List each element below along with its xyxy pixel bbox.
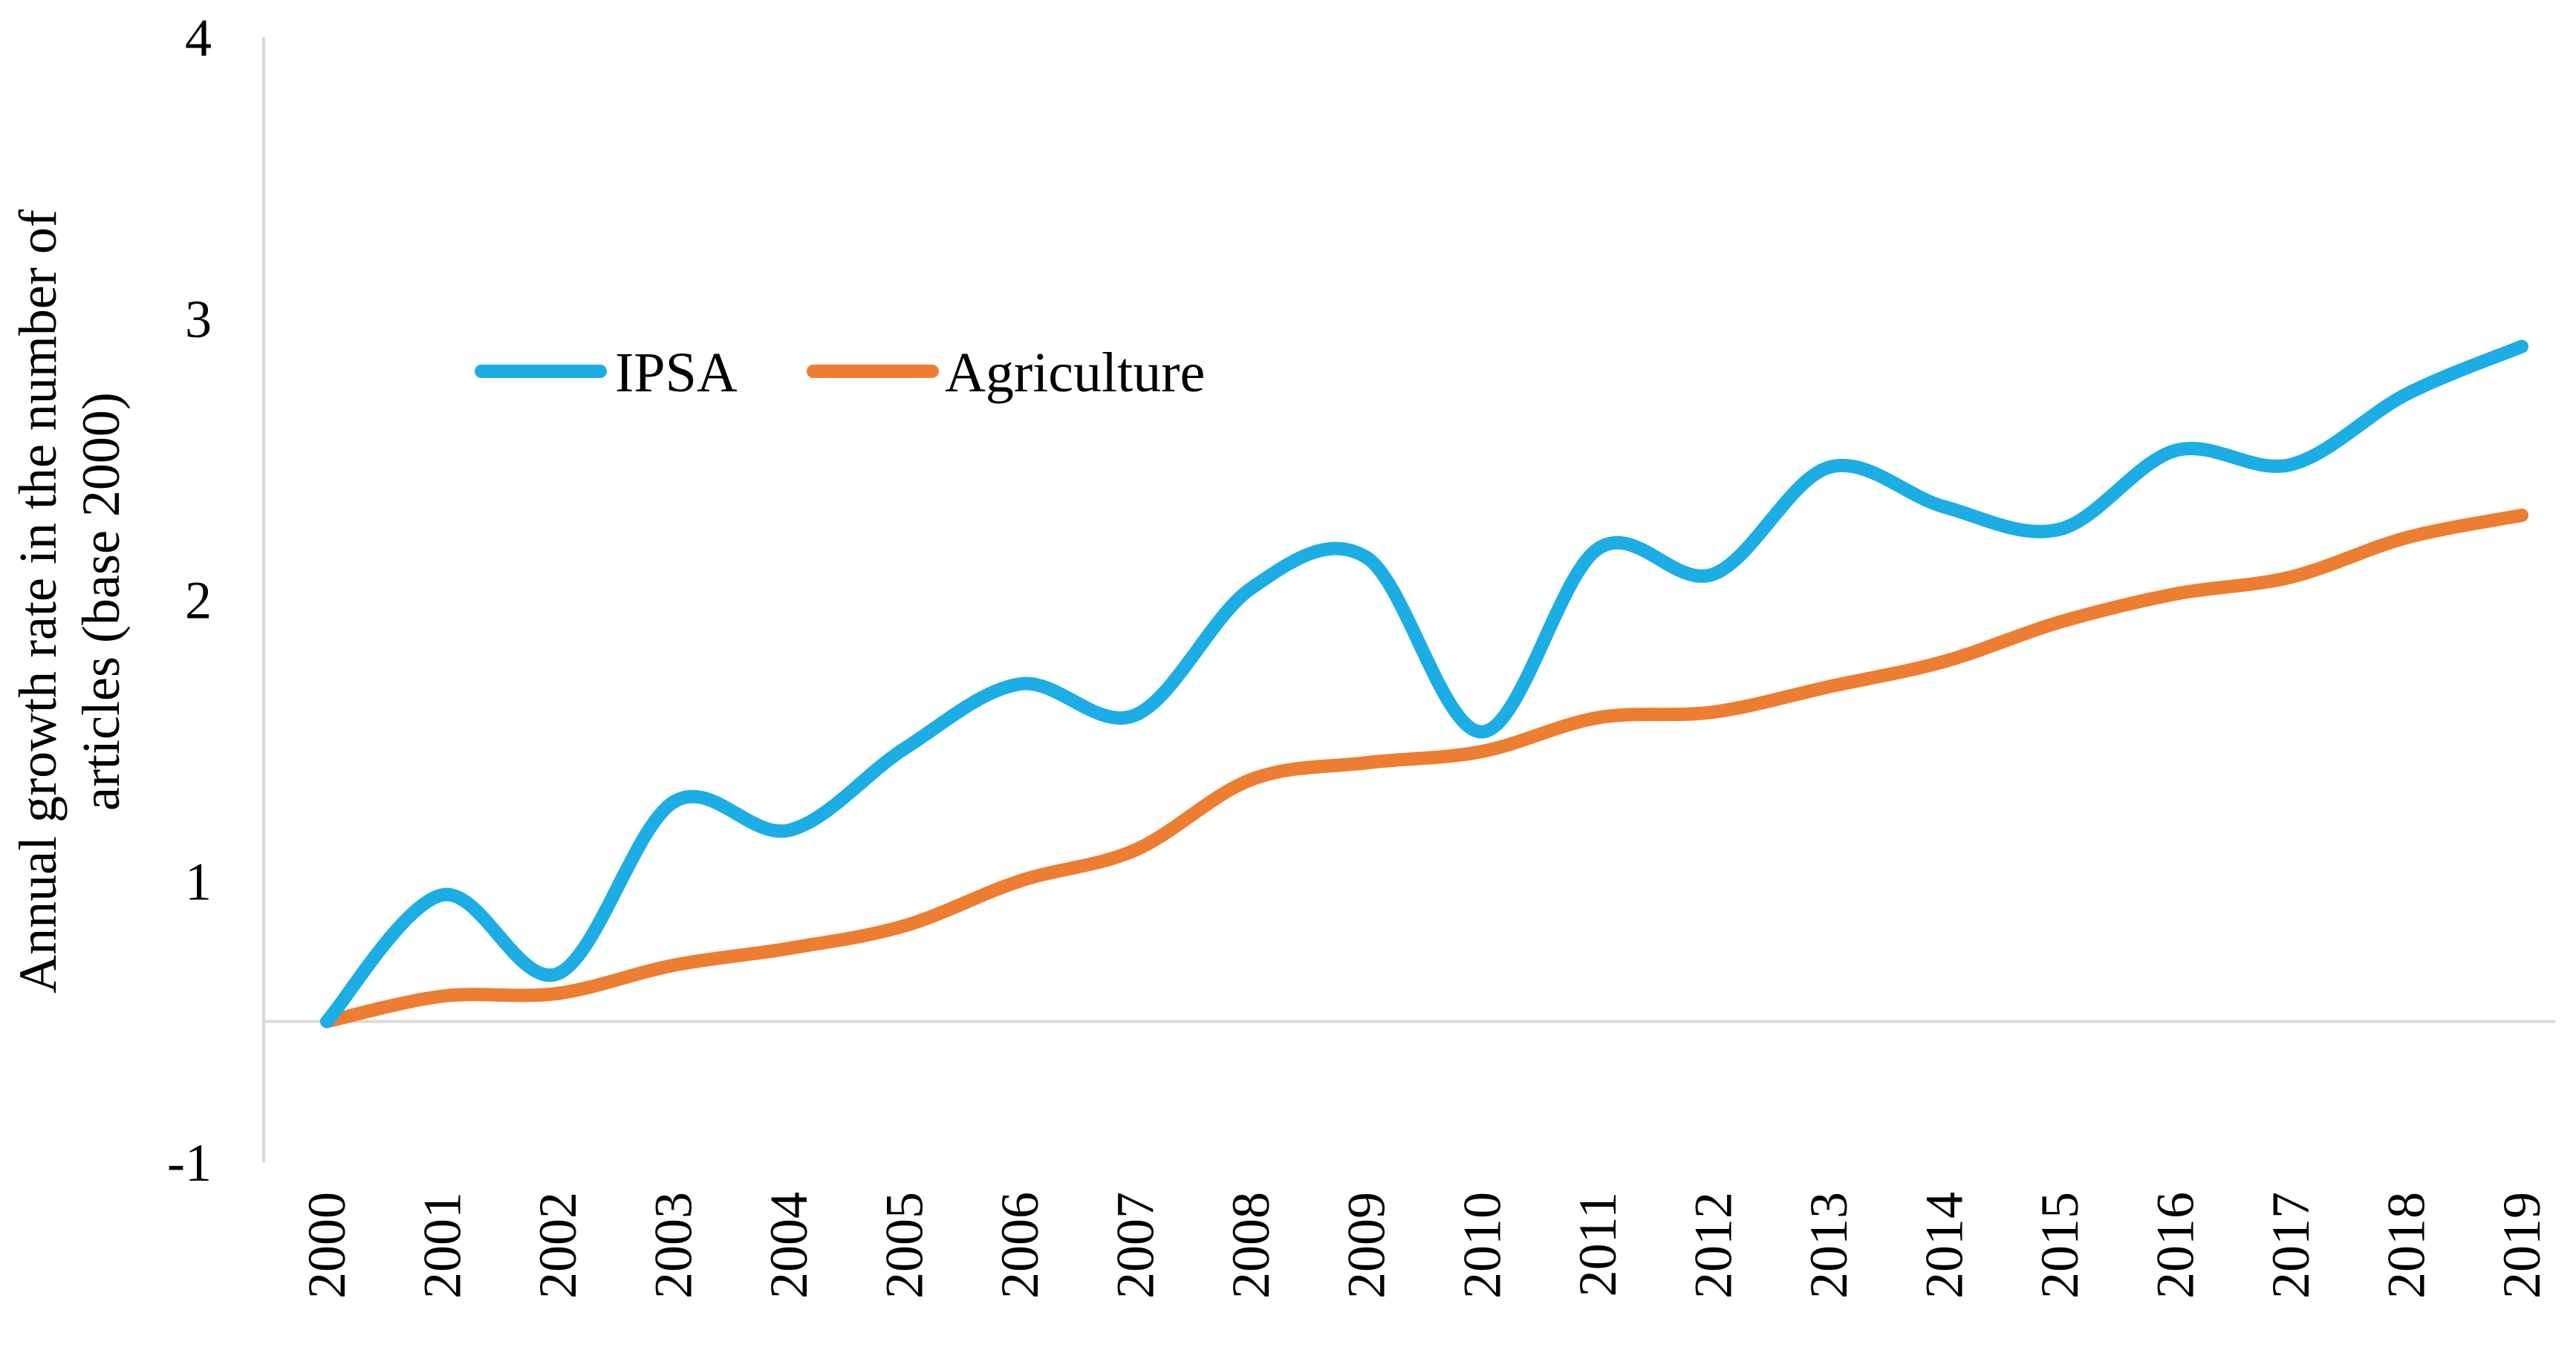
x-tick-label: 2005 [875,1192,934,1299]
axes [262,37,2555,1162]
y-tick-label: 3 [185,290,212,349]
x-tick-label: 2013 [1799,1192,1858,1299]
x-tick-label: 2001 [413,1192,472,1299]
x-tick-labels: 2000 2001 2002 2003 2004 2005 2006 2007 2008 2009… [297,1192,2551,1299]
x-tick-label: 2014 [1914,1192,1974,1299]
y-tick-label: -1 [167,1133,212,1193]
x-tick-label: 2011 [1568,1192,1627,1297]
y-axis-label-line: Annual growth rate in the number of [8,209,68,994]
x-tick-label: 2010 [1452,1192,1512,1299]
y-axis-label: Annual growth rate in the number of artic… [8,209,131,994]
x-tick-label: 2012 [1683,1192,1743,1299]
y-tick-label: 1 [185,852,212,911]
legend-label-agriculture: Agriculture [945,342,1205,404]
x-tick-label: 2016 [2145,1192,2205,1299]
series-line-ipsa [320,339,2528,1028]
series-line-agriculture [320,508,2528,1028]
x-tick-label: 2003 [644,1192,703,1299]
x-tick-label: 2006 [990,1192,1050,1299]
x-tick-label: 2004 [759,1192,819,1299]
y-tick-label: 4 [185,8,212,68]
x-tick-label: 2015 [2030,1192,2089,1299]
legend: IPSA Agriculture [475,342,1205,404]
x-tick-label: 2007 [1106,1192,1165,1299]
x-tick-label: 2009 [1337,1192,1396,1299]
x-tick-label: 2000 [297,1192,357,1299]
series-lines [320,339,2528,1028]
y-tick-labels: -1 1 2 3 4 [167,8,212,1193]
x-tick-label: 2002 [528,1192,588,1299]
y-axis-label-line: articles (base 2000) [71,392,131,811]
x-tick-label: 2008 [1221,1192,1281,1299]
y-tick-label: 2 [185,571,212,630]
x-tick-label: 2018 [2376,1192,2436,1299]
legend-label-ipsa: IPSA [615,342,738,404]
x-tick-label: 2019 [2492,1192,2551,1299]
x-tick-label: 2017 [2261,1192,2320,1299]
